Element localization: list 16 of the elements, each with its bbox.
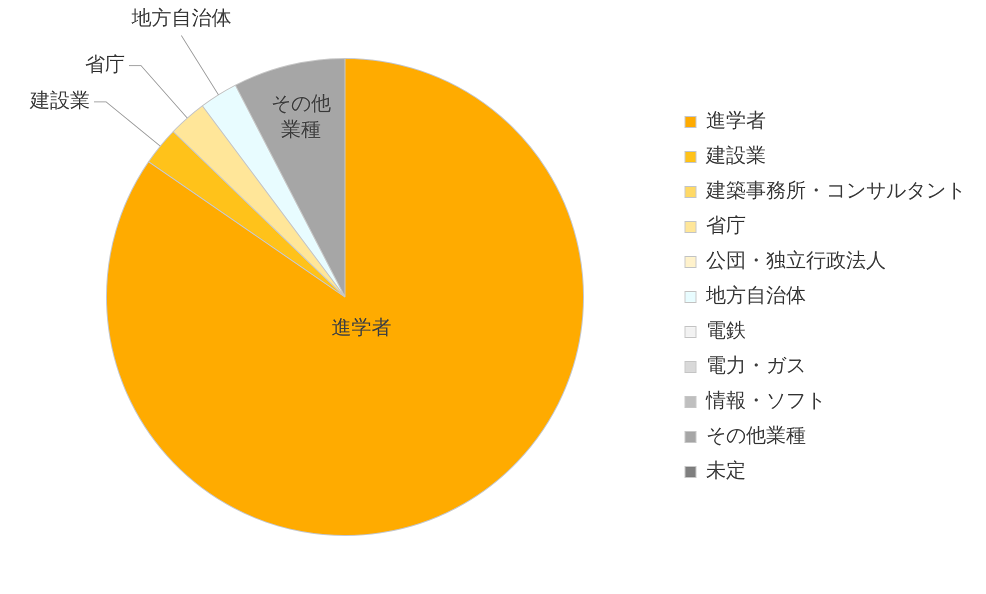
legend-label: 公団・独立行政法人 [706,248,886,272]
legend-label: 建築事務所・コンサルタント [705,178,966,202]
legend-label: 情報・ソフト [705,388,826,412]
slice-label: 進学者 [332,314,392,339]
slice-label: 建設業 [29,88,90,112]
legend-label: 進学者 [706,108,766,132]
legend-label: 省庁 [706,213,746,238]
slice-label: 地方自治体 [130,6,232,30]
legend-label: 電鉄 [706,318,746,342]
legend-label: 地方自治体 [705,283,806,308]
slice-label: その他業種 [270,90,332,142]
legend-label: 建設業 [705,143,766,168]
legend-label: 未定 [706,458,746,482]
slice-label: 省庁 [84,52,125,76]
legend-label: その他業種 [706,423,806,448]
legend-label: 電力・ガス [706,353,806,378]
